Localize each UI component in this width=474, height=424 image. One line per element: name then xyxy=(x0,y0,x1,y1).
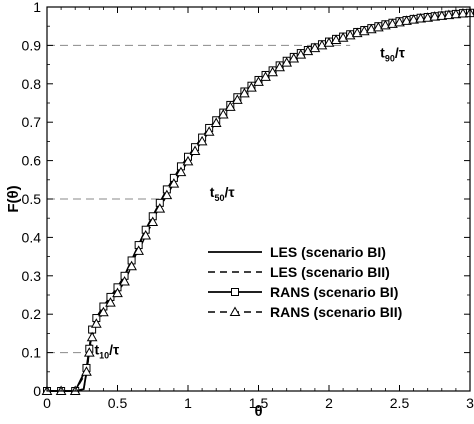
series-line xyxy=(47,11,471,392)
data-point xyxy=(295,49,307,59)
data-point xyxy=(210,117,222,127)
y-tick-label: 0.2 xyxy=(22,306,42,322)
data-point xyxy=(309,42,321,53)
x-tick-label: 2.5 xyxy=(390,395,410,411)
data-point xyxy=(86,331,98,342)
y-tick-label: 0.6 xyxy=(22,153,42,169)
y-tick-label: 0.5 xyxy=(22,191,42,207)
x-tick-label: 0.5 xyxy=(108,395,128,411)
legend-label: LES (scenario BII) xyxy=(270,264,390,280)
data-point xyxy=(224,101,236,111)
y-tick-label: 0.1 xyxy=(22,345,42,361)
y-axis-title: F(θ) xyxy=(5,185,22,212)
data-point xyxy=(196,135,208,146)
data-point xyxy=(119,276,130,286)
data-point xyxy=(133,245,145,255)
data-point xyxy=(239,87,250,98)
data-point xyxy=(429,11,441,21)
data-point xyxy=(267,66,278,77)
y-tick-label: 0.8 xyxy=(22,76,42,92)
plot-frame xyxy=(46,6,471,392)
data-point xyxy=(175,166,187,177)
y-tick-label: 0.9 xyxy=(22,37,42,53)
data-point xyxy=(81,366,92,376)
data-point xyxy=(203,126,215,136)
data-point xyxy=(90,318,102,328)
data-point xyxy=(126,260,137,271)
data-point xyxy=(168,178,180,188)
data-point xyxy=(450,8,462,19)
data-point xyxy=(408,14,419,24)
y-axis-ticks: 0 0.1 0.2 0.3 0.4 0.5 0.6 0.7 0.8 0.9 1 xyxy=(22,0,470,399)
data-point xyxy=(422,12,434,22)
data-point xyxy=(401,15,412,25)
y-tick-label: 0.3 xyxy=(22,268,42,284)
x-tick-label: 2 xyxy=(325,395,333,411)
data-point xyxy=(147,216,159,227)
data-point xyxy=(231,94,243,104)
data-point xyxy=(415,13,427,23)
reference-lines xyxy=(47,44,351,354)
data-point xyxy=(217,109,229,119)
data-point xyxy=(83,347,95,357)
data-point xyxy=(260,71,271,81)
legend-label: RANS (scenario BI) xyxy=(270,284,398,300)
data-point xyxy=(274,61,286,72)
data-point xyxy=(316,39,328,50)
series-markers xyxy=(41,7,474,395)
x-tick-label: 3 xyxy=(466,395,474,411)
reference-label: t10/τ xyxy=(94,342,120,361)
legend-label: LES (scenario BI) xyxy=(270,244,386,260)
data-point xyxy=(246,82,257,92)
data-point xyxy=(302,45,314,56)
x-tick-label: 0 xyxy=(43,395,51,411)
data-point xyxy=(161,189,173,200)
data-point xyxy=(443,9,455,20)
x-axis-title: θ xyxy=(254,403,262,420)
data-point xyxy=(182,155,194,166)
series-line xyxy=(47,12,471,392)
annotations: t10/τ t50/τ t90/τ xyxy=(94,44,405,360)
series-line xyxy=(47,12,471,392)
data-point xyxy=(140,229,152,240)
legend: LES (scenario BI) LES (scenario BII) RANS … xyxy=(208,244,402,320)
data-point xyxy=(323,37,335,47)
data-point xyxy=(98,306,109,317)
y-tick-label: 1 xyxy=(33,0,41,15)
data-point xyxy=(436,10,448,20)
data-point xyxy=(105,297,116,307)
reference-label: t90/τ xyxy=(380,44,406,63)
series-line xyxy=(47,11,471,392)
data-point xyxy=(253,76,264,86)
data-point xyxy=(189,145,201,155)
data-point xyxy=(457,8,469,18)
x-tick-label: 1 xyxy=(184,395,192,411)
x-axis-ticks: 0 0.5 1 1.5 2 2.5 3 xyxy=(43,7,474,411)
reference-label: t50/τ xyxy=(210,184,236,203)
legend-label: RANS (scenario BII) xyxy=(270,304,402,320)
y-tick-label: 0.4 xyxy=(22,229,42,245)
x-tick-label: 1.5 xyxy=(249,395,269,411)
y-tick-label: 0.7 xyxy=(22,114,42,130)
data-point xyxy=(154,203,166,213)
y-tick-label: 0 xyxy=(33,383,41,399)
legend-marker xyxy=(231,288,239,296)
data-point xyxy=(112,287,123,298)
legend-marker xyxy=(229,306,241,316)
series-lines xyxy=(47,11,471,392)
